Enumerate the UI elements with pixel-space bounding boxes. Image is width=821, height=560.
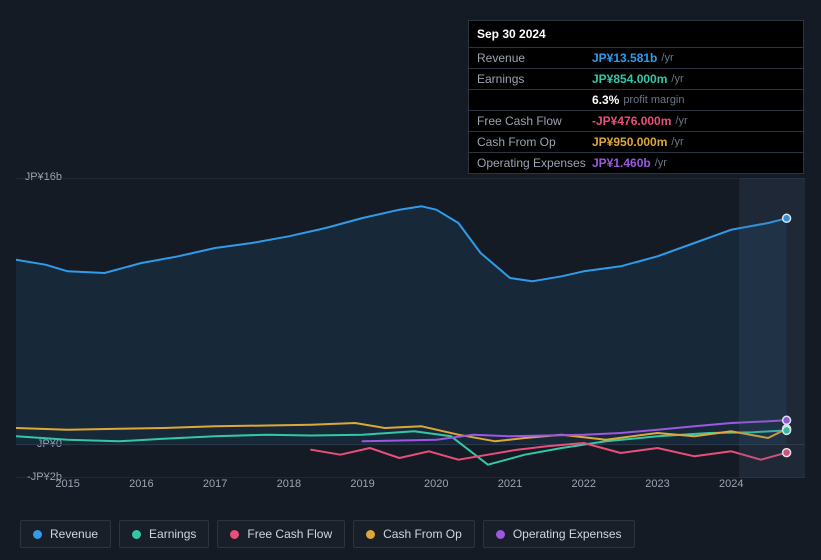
tooltip-row-suffix: profit margin xyxy=(623,94,684,106)
tooltip-row-suffix: /yr xyxy=(675,115,687,127)
tooltip-row-suffix: /yr xyxy=(671,73,683,85)
x-axis-label: 2022 xyxy=(572,478,596,490)
tooltip-row: 6.3% profit margin xyxy=(469,90,803,111)
chart: JP¥16bJP¥0-JP¥2b 20152016201720182019202… xyxy=(16,160,805,480)
legend-dot-icon xyxy=(132,530,141,539)
x-axis-label: 2024 xyxy=(719,478,743,490)
x-axis-label: 2018 xyxy=(277,478,301,490)
legend-dot-icon xyxy=(366,530,375,539)
forecast-band xyxy=(739,178,805,478)
legend: Revenue Earnings Free Cash Flow Cash From O… xyxy=(20,520,635,548)
legend-label: Operating Expenses xyxy=(513,527,622,541)
x-axis-label: 2019 xyxy=(350,478,374,490)
tooltip-row-label: Cash From Op xyxy=(477,135,592,149)
tooltip-row: Cash From OpJP¥950.000m/yr xyxy=(469,132,803,153)
legend-dot-icon xyxy=(496,530,505,539)
tooltip-row-value: 6.3% xyxy=(592,93,619,107)
tooltip-row-value: JP¥854.000m xyxy=(592,72,667,86)
legend-label: Earnings xyxy=(149,527,196,541)
x-axis-label: 2023 xyxy=(645,478,669,490)
tooltip-row-value: JP¥1.460b xyxy=(592,156,651,170)
x-axis-label: 2021 xyxy=(498,478,522,490)
x-axis-labels: 2015 2016 2017 2018 2019 2020 2021 2022 2023 2024 xyxy=(16,478,805,492)
tooltip-row-value: JP¥13.581b xyxy=(592,51,657,65)
tooltip-row-suffix: /yr xyxy=(671,136,683,148)
tooltip-row: RevenueJP¥13.581b/yr xyxy=(469,48,803,69)
tooltip-row-suffix: /yr xyxy=(661,52,673,64)
tooltip-row-label: Revenue xyxy=(477,51,592,65)
tooltip-row: Operating ExpensesJP¥1.460b/yr xyxy=(469,153,803,173)
tooltip-row-value: JP¥950.000m xyxy=(592,135,667,149)
tooltip-date: Sep 30 2024 xyxy=(469,21,803,48)
x-axis-label: 2016 xyxy=(129,478,153,490)
tooltip-row-label: Earnings xyxy=(477,72,592,86)
legend-dot-icon xyxy=(33,530,42,539)
x-axis-label: 2015 xyxy=(55,478,79,490)
x-axis-label: 2020 xyxy=(424,478,448,490)
tooltip-row-label: Free Cash Flow xyxy=(477,114,592,128)
legend-label: Free Cash Flow xyxy=(247,527,332,541)
chart-svg xyxy=(16,178,805,478)
legend-item[interactable]: Operating Expenses xyxy=(483,520,635,548)
tooltip-row-suffix: /yr xyxy=(655,157,667,169)
legend-item[interactable]: Earnings xyxy=(119,520,209,548)
tooltip-row-value: -JP¥476.000m xyxy=(592,114,671,128)
legend-label: Revenue xyxy=(50,527,98,541)
legend-item[interactable]: Cash From Op xyxy=(353,520,475,548)
legend-label: Cash From Op xyxy=(383,527,462,541)
x-axis-label: 2017 xyxy=(203,478,227,490)
tooltip-row: EarningsJP¥854.000m/yr xyxy=(469,69,803,90)
tooltip-row-label: Operating Expenses xyxy=(477,156,592,170)
legend-item[interactable]: Free Cash Flow xyxy=(217,520,345,548)
tooltip-card: Sep 30 2024 RevenueJP¥13.581b/yrEarnings… xyxy=(468,20,804,174)
plot-area[interactable]: 2015201620172018201920202021202220232024 xyxy=(16,178,805,478)
legend-item[interactable]: Revenue xyxy=(20,520,111,548)
legend-dot-icon xyxy=(230,530,239,539)
tooltip-row: Free Cash Flow-JP¥476.000m/yr xyxy=(469,111,803,132)
